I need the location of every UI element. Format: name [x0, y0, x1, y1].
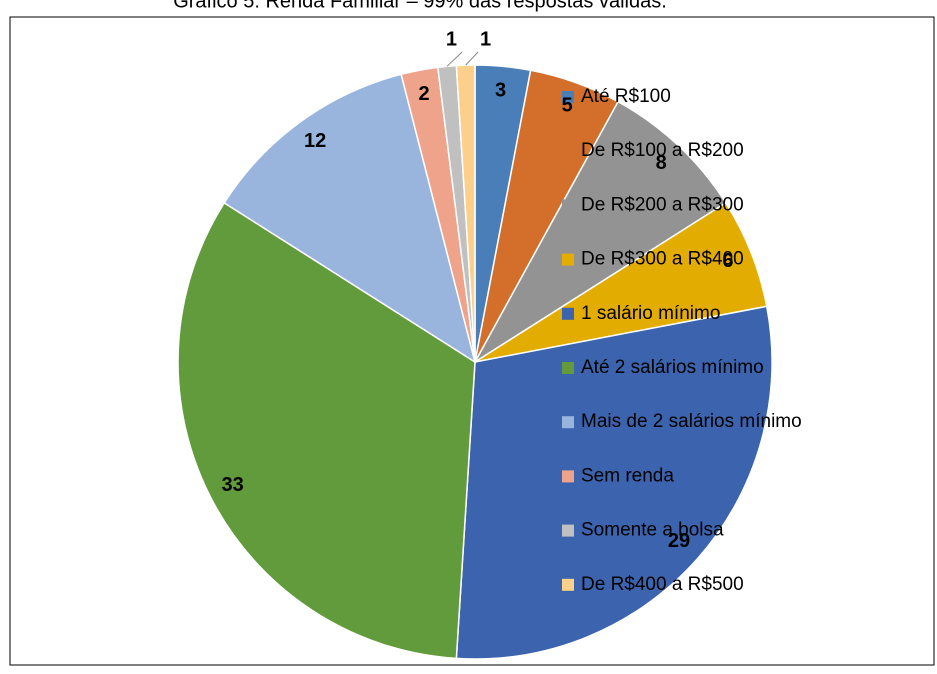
data-label: 29 [668, 530, 690, 552]
legend-label: Mais de 2 salários mínimo [581, 411, 802, 432]
legend-label: De R$100 a R$200 [581, 140, 744, 161]
legend-swatch [562, 253, 574, 266]
data-label: 2 [418, 83, 429, 105]
legend-label: De R$400 a R$500 [581, 574, 744, 595]
chart-title: Gráfico 5: Renda Familiar – 99% das resp… [173, 0, 667, 12]
legend-label: De R$300 a R$400 [581, 249, 744, 270]
pie-slice [177, 201, 476, 660]
pie-slice [223, 73, 477, 364]
legend-label: Somente a bolsa [581, 520, 724, 541]
legend-swatch [562, 470, 574, 483]
legend-label: De R$200 a R$300 [581, 194, 744, 215]
data-label: 5 [562, 94, 573, 116]
data-label: 33 [222, 474, 244, 496]
leader-line [465, 51, 479, 66]
leader-line [446, 51, 463, 67]
legend-label: Sem renda [581, 465, 674, 486]
pie-slice [455, 64, 476, 363]
data-label: 3 [495, 79, 506, 101]
legend-swatch [562, 145, 574, 158]
data-label: 8 [656, 152, 667, 174]
legend-swatch [562, 91, 574, 103]
legend-swatch [562, 362, 574, 374]
legend-label: 1 salário mínimo [581, 303, 720, 324]
legend-label: Até R$100 [581, 86, 671, 107]
legend-label: Até 2 salários mínimo [581, 357, 764, 378]
legend-swatch [562, 578, 574, 591]
data-label: 6 [722, 250, 733, 272]
pie-slice [474, 100, 727, 363]
legend-swatch [562, 307, 574, 320]
data-label: 12 [304, 130, 326, 152]
legend-swatch [562, 524, 574, 537]
legend-swatch [562, 199, 574, 212]
legend-swatch [562, 416, 574, 429]
pie-slice [455, 305, 773, 660]
data-label: 1 [480, 28, 491, 50]
data-label: 1 [446, 28, 457, 50]
